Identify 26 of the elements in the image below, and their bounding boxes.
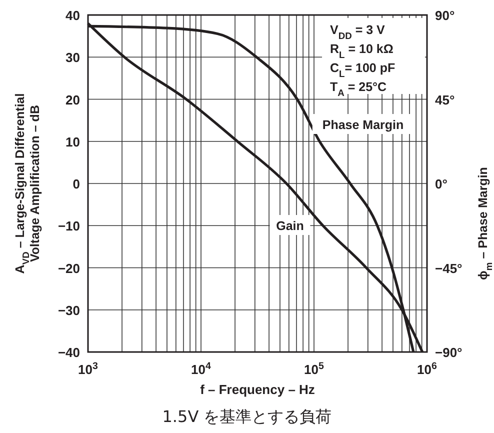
series-label: Phase Margin — [322, 118, 404, 132]
y-tick-label: −20 — [58, 260, 80, 276]
y-tick-label: 20 — [66, 92, 80, 108]
y-tick-label: 30 — [66, 50, 80, 66]
series-label: Gain — [276, 219, 304, 233]
x-tick-label: 10$^{6}$ — [417, 360, 438, 377]
y2-tick-label: −90° — [435, 345, 462, 360]
text: 1.5V を基準とする負荷 — [162, 407, 332, 426]
x-tick-label: 10$^{4}$ — [191, 360, 212, 377]
annotation: C$_{L}$= 100 pF — [330, 61, 396, 79]
y2-tick-label: 45° — [435, 92, 455, 108]
y-tick-label: −30 — [58, 302, 80, 318]
x-tick-label: 10$^{3}$ — [78, 360, 99, 377]
x-tick-label: 10$^{5}$ — [304, 360, 325, 377]
y2-tick-label: 90° — [435, 8, 455, 23]
y-tick-label: −10 — [58, 218, 80, 234]
y2-tick-label: 0° — [435, 176, 448, 192]
y-tick-label: −40 — [58, 345, 80, 360]
y-tick-label: 40 — [66, 8, 80, 23]
y-tick-label: 10 — [66, 134, 80, 150]
annotation: R$_{L}$ = 10 kΩ — [330, 42, 394, 60]
y2-tick-label: −45° — [435, 260, 462, 276]
annotation: T$_{A}$ = 25°C — [330, 80, 387, 98]
annotation: V$_{DD}$ = 3 V — [330, 23, 386, 41]
y-tick-label: 0 — [72, 176, 80, 192]
x-axis-title: f – Frequency – Hz — [200, 382, 316, 397]
